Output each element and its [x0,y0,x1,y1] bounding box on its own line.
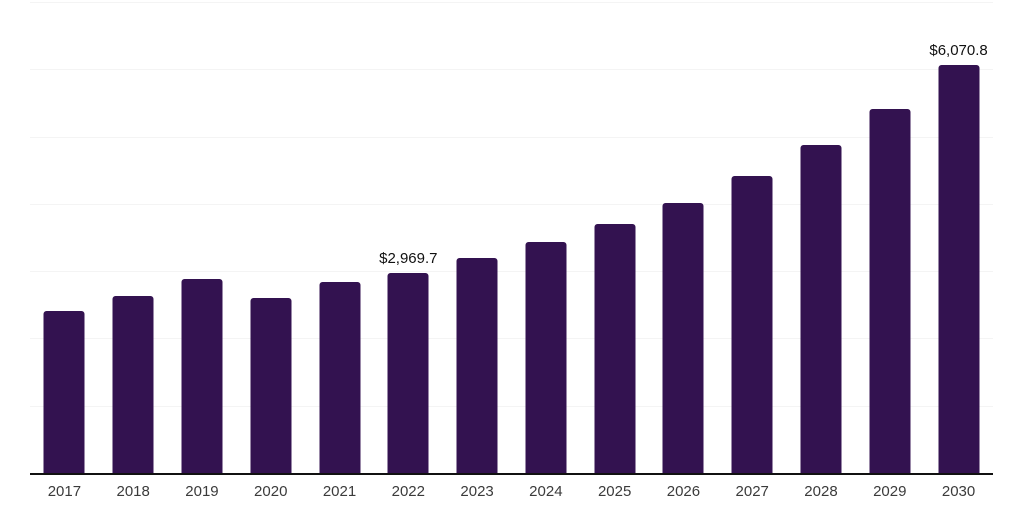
bar-slot-2022: $2,969.7 [374,2,443,473]
bar-2022 [387,273,429,473]
bar-slot-2025 [580,2,649,473]
bar-slot-2018 [99,2,168,473]
x-tick-2027: 2027 [735,483,769,500]
bar-2027 [731,176,773,473]
x-tick-2020: 2020 [254,483,288,500]
gridline-7000 [30,2,993,3]
bar-slot-2027 [718,2,787,473]
bar-slot-2024 [511,2,580,473]
x-tick-2024: 2024 [529,483,563,500]
bar-2023 [456,258,498,473]
x-tick-2022: 2022 [391,483,425,500]
bars-container: $2,969.7 $6,070.8 [30,2,993,473]
bar-slot-2029 [855,2,924,473]
bar-2030 [938,64,980,473]
bar-2025 [594,223,636,473]
gridline-5000 [30,136,993,138]
bar-slot-2023 [443,2,512,473]
x-tick-2029: 2029 [873,483,907,500]
bar-slot-2028 [787,2,856,473]
x-tick-2018: 2018 [116,483,150,500]
data-label-2022: $2,969.7 [379,250,438,268]
x-tick-2028: 2028 [804,483,838,500]
gridline-3000 [30,271,993,273]
x-axis-line [30,473,993,475]
x-tick-2019: 2019 [185,483,219,500]
bar-slot-2030: $6,070.8 [924,2,993,473]
gridline-4000 [30,203,993,205]
x-tick-2017: 2017 [47,483,82,500]
bar-slot-2019 [168,2,237,473]
bar-2028 [800,145,842,473]
bar-2029 [869,108,911,473]
gridline-6000 [30,69,993,71]
bar-2019 [181,279,223,473]
x-tick-2021: 2021 [322,483,357,500]
bar-2017 [43,310,85,473]
bar-2021 [319,281,361,473]
plot-area: $2,969.7 $6,070.8 [30,2,993,475]
bar-slot-2020 [236,2,305,473]
x-tick-2025: 2025 [597,483,632,500]
x-tick-2030: 2030 [941,483,976,500]
bar-2026 [662,202,704,473]
x-tick-2023: 2023 [460,483,494,500]
gridline-1000 [30,405,993,407]
data-label-2030: $6,070.8 [929,41,988,59]
bar-2020 [250,298,292,473]
bar-2024 [525,241,567,473]
bar-slot-2017 [30,2,99,473]
bar-slot-2026 [649,2,718,473]
bar-2018 [112,295,154,473]
x-tick-2026: 2026 [666,483,701,500]
gridline-2000 [30,338,993,340]
bar-slot-2021 [305,2,374,473]
x-axis-tick-labels: 2017 2018 2019 2020 2021 2022 2023 2024 2025 2026… [30,483,993,501]
